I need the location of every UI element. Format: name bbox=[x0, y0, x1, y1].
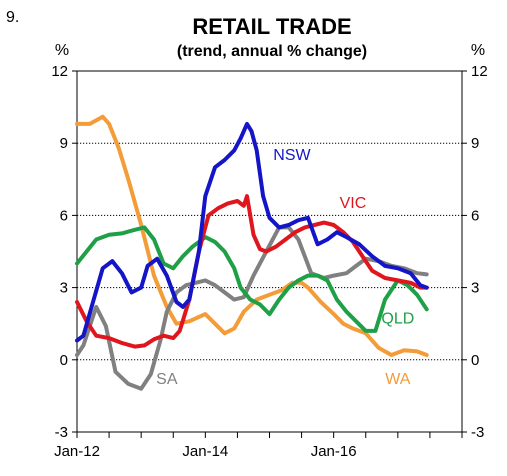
series-line-qld bbox=[75, 225, 429, 333]
y-tick-label-right: 12 bbox=[471, 63, 488, 80]
axes: -3 -3 0 0 3 3 6 6 9 9 12 12 Jan-12 Jan-14 Jan-16 bbox=[51, 63, 487, 460]
chart-subtitle: (trend, annual % change) bbox=[177, 43, 367, 60]
y-tick-label-right: 0 bbox=[471, 352, 479, 369]
y-tick-label-left: 9 bbox=[60, 135, 68, 152]
y-tick-label-right: -3 bbox=[471, 424, 484, 441]
y-tick-label-right: 6 bbox=[471, 207, 479, 224]
chart-title: RETAIL TRADE bbox=[192, 14, 351, 39]
left-unit-label: % bbox=[55, 42, 69, 59]
series-label-nsw: NSW bbox=[273, 147, 311, 164]
series-line-nsw bbox=[75, 121, 429, 343]
y-tick-label-left: 12 bbox=[51, 63, 68, 80]
series-label-wa: WA bbox=[385, 371, 411, 388]
series-labels: NSW VIC QLD SA WA bbox=[156, 147, 414, 388]
series-label-sa: SA bbox=[156, 371, 178, 388]
y-tick-label-left: 3 bbox=[60, 280, 68, 297]
series-label-vic: VIC bbox=[340, 195, 367, 212]
series-label-qld: QLD bbox=[381, 311, 414, 328]
x-tick-label: Jan-16 bbox=[311, 443, 357, 460]
series-line-vic bbox=[75, 194, 429, 349]
series-line-wa bbox=[75, 114, 429, 357]
x-tick-label: Jan-14 bbox=[182, 443, 228, 460]
y-tick-label-left: 6 bbox=[60, 207, 68, 224]
y-tick-label-right: 3 bbox=[471, 280, 479, 297]
y-tick-label-left: -3 bbox=[55, 424, 68, 441]
x-tick-label: Jan-12 bbox=[54, 443, 100, 460]
y-tick-label-left: 0 bbox=[60, 352, 68, 369]
figure-number: 9. bbox=[6, 9, 19, 26]
series-line-sa bbox=[75, 225, 429, 391]
series-lines bbox=[75, 114, 429, 391]
right-unit-label: % bbox=[471, 42, 485, 59]
y-tick-label-right: 9 bbox=[471, 135, 479, 152]
